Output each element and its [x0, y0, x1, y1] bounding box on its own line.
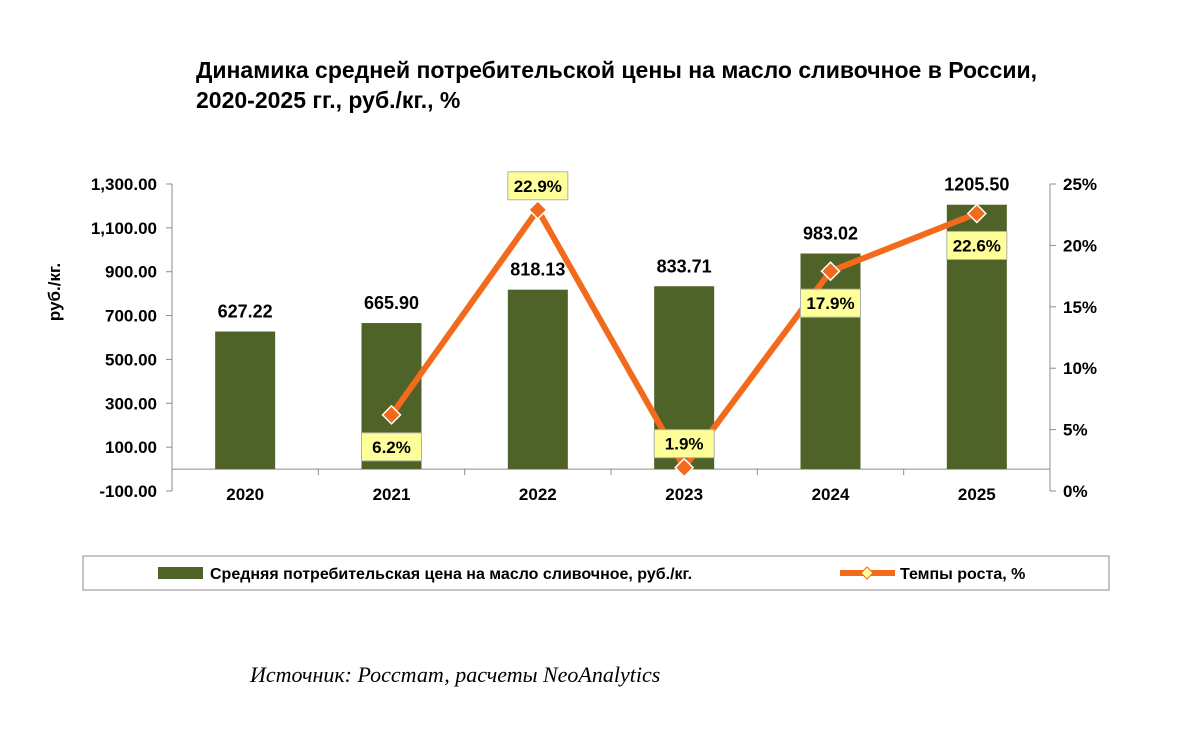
left-axis-tick-label: 1,100.00: [91, 219, 157, 238]
left-axis-tick-label: 900.00: [105, 263, 157, 282]
rate-label: 1.9%: [665, 435, 704, 454]
rate-label-box: [800, 288, 861, 318]
left-axis-tick-label: 1,300.00: [91, 175, 157, 194]
chart-title: Динамика средней потребительской цены на…: [196, 55, 1156, 115]
legend-box: [82, 555, 1110, 591]
rate-label-box: [507, 171, 569, 201]
legend-line-marker: [860, 566, 874, 580]
legend-bar-label: Средняя потребительская цена на масло сл…: [210, 566, 692, 583]
rate-marker: [820, 261, 841, 282]
category-label: 2025: [958, 485, 996, 504]
rate-marker: [966, 203, 987, 224]
bar-value-label: 818.13: [510, 260, 565, 280]
right-axis-tick-label: 5%: [1063, 421, 1088, 440]
left-axis-tick-label: -100.00: [99, 482, 157, 501]
category-label: 2023: [665, 485, 703, 504]
rate-label: 22.6%: [953, 236, 1001, 255]
rate-line-group: [381, 199, 987, 478]
left-axis-title: руб./кг.: [45, 263, 64, 321]
rate-label: 17.9%: [806, 294, 854, 313]
rate-marker: [527, 199, 548, 220]
rate-label-box: [653, 429, 715, 459]
category-label: 2020: [226, 485, 264, 504]
left-axis-tick-label: 500.00: [105, 350, 157, 369]
legend-bar-swatch: [158, 567, 203, 579]
bar-value-label: 1205.50: [944, 175, 1009, 195]
bar-value-label: 983.02: [803, 224, 858, 244]
right-axis-tick-label: 25%: [1063, 175, 1097, 194]
axes-group: -100.00 100.00 300.00 500.00 700.00 900.00 1,1…: [45, 175, 1097, 504]
rate-marker: [674, 457, 695, 478]
rate-label: 22.9%: [514, 177, 562, 196]
category-label: 2024: [812, 485, 850, 504]
right-axis-tick-label: 10%: [1063, 359, 1097, 378]
legend-line-label: Темпы роста, %: [900, 566, 1025, 583]
legend: Средняя потребительская цена на масло сл…: [82, 555, 1110, 591]
bar-value-label: 833.71: [657, 256, 712, 276]
left-axis-tick-label: 100.00: [105, 438, 157, 457]
rate-label-box: [946, 230, 1008, 260]
bar-value-label: 627.22: [218, 302, 273, 322]
chart-title-line-2: 2020-2025 гг., руб./кг., %: [196, 87, 461, 113]
price-bar: [800, 253, 861, 470]
right-axis-tick-label: 20%: [1063, 236, 1097, 255]
source-note: Источник: Росстат, расчеты NeoAnalytics: [250, 662, 661, 687]
category-label: 2021: [373, 485, 411, 504]
rate-label: 6.2%: [372, 438, 411, 457]
right-axis-tick-label: 15%: [1063, 298, 1097, 317]
data-labels-group: 627.22 665.90 818.13 833.71 983.02 1205.50 6.2…: [218, 171, 1009, 462]
chart-title-line-1: Динамика средней потребительской цены на…: [196, 57, 1037, 83]
price-bar: [507, 289, 568, 470]
price-bar: [215, 331, 276, 470]
left-axis-tick-label: 700.00: [105, 307, 157, 326]
rate-label-box: [361, 432, 422, 462]
rate-marker: [381, 404, 402, 425]
category-label: 2022: [519, 485, 557, 504]
right-axis-tick-label: 0%: [1063, 482, 1088, 501]
bar-value-label: 665.90: [364, 293, 419, 313]
left-axis-tick-label: 300.00: [105, 394, 157, 413]
